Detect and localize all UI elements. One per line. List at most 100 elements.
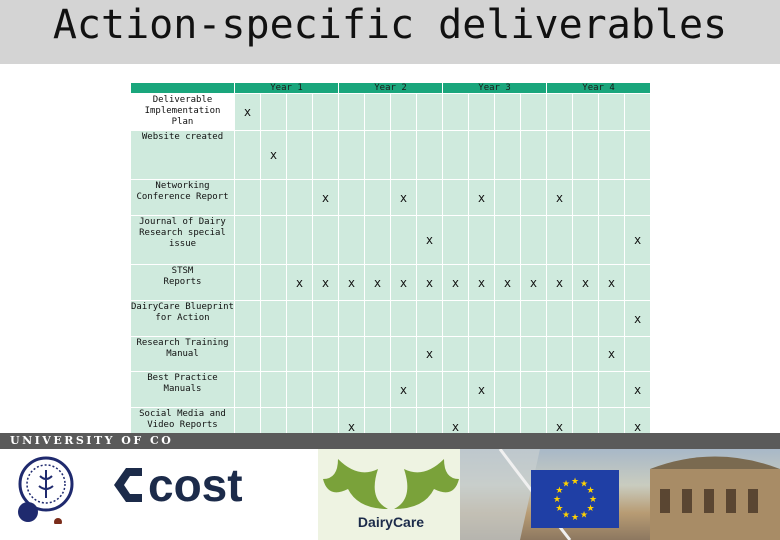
- schedule-cell: [311, 300, 340, 337]
- deliverable-label-line: Reports: [163, 277, 202, 287]
- eu-star-icon: ★: [589, 495, 597, 505]
- deliverable-label: Networking Conference Report: [130, 179, 235, 216]
- dairycare-logo-text: DairyCare: [358, 514, 424, 530]
- schedule-cell: [416, 93, 444, 131]
- table-row: Social Media and Video Reports x x x x: [130, 407, 652, 446]
- deliverable-label: DairyCare Blueprint for Action: [130, 300, 235, 337]
- schedule-cell: [338, 300, 366, 337]
- deliverable-label-line: Video Reports: [147, 420, 218, 430]
- eu-flag-logo: ★ ★ ★ ★ ★ ★ ★ ★ ★ ★ ★ ★: [531, 470, 619, 528]
- schedule-cell: [468, 336, 496, 372]
- schedule-cell: [338, 130, 366, 180]
- title-band: [0, 0, 780, 64]
- deliverable-mark: x: [451, 275, 460, 290]
- deliverable-mark: x: [425, 275, 434, 290]
- schedule-cell: [234, 300, 261, 337]
- deliverable-mark: x: [321, 275, 330, 290]
- schedule-cell: x: [598, 264, 626, 301]
- schedule-cell: [572, 215, 600, 265]
- schedule-cell: [364, 300, 392, 337]
- schedule-cell: [442, 179, 470, 216]
- schedule-cell: [598, 93, 626, 131]
- deliverable-label-line: Website created: [141, 132, 224, 142]
- schedule-cell: [338, 179, 366, 216]
- deliverable-mark: x: [529, 275, 538, 290]
- table-row: DairyCare Blueprint for Action x: [130, 300, 652, 337]
- schedule-cell: x: [546, 264, 574, 301]
- schedule-cell: [598, 300, 626, 337]
- schedule-cell: [260, 300, 287, 337]
- schedule-cell: [364, 130, 392, 180]
- schedule-cell: x: [520, 264, 548, 301]
- schedule-cell: [494, 130, 522, 180]
- deliverable-mark: x: [477, 190, 486, 205]
- deliverable-mark: x: [425, 233, 434, 247]
- deliverable-label: Deliverable Implementation Plan: [130, 93, 235, 131]
- deliverable-label-line: STSM: [171, 266, 194, 276]
- schedule-cell: [494, 215, 522, 265]
- schedule-cell: [416, 371, 444, 408]
- deliverable-mark: x: [581, 275, 590, 290]
- schedule-cell: [234, 130, 261, 180]
- deliverable-mark: x: [347, 419, 356, 434]
- deliverable-mark: x: [425, 347, 434, 361]
- eu-star-icon: ★: [587, 504, 595, 514]
- schedule-cell: [546, 93, 574, 131]
- eu-star-icon: ★: [555, 504, 563, 514]
- table-row: Website created x: [130, 130, 652, 180]
- schedule-cell: [520, 371, 548, 408]
- deliverable-mark: x: [633, 233, 642, 247]
- schedule-cell: [442, 93, 470, 131]
- schedule-cell: [234, 264, 261, 301]
- schedule-cell: [598, 371, 626, 408]
- deliverable-label-line: Manual: [166, 349, 199, 359]
- schedule-cell: [494, 179, 522, 216]
- schedule-cell: [311, 336, 340, 372]
- deliverable-mark: x: [451, 419, 460, 434]
- university-seal-logo: [18, 456, 74, 524]
- schedule-cell: [364, 336, 392, 372]
- schedule-cell: [286, 179, 313, 216]
- schedule-cell: [442, 371, 470, 408]
- deliverable-label-line: Implementation: [144, 106, 221, 116]
- deliverable-label-line: Networking: [155, 181, 210, 191]
- schedule-cell: [260, 371, 287, 408]
- deliverable-label-line: DairyCare Blueprint: [131, 302, 234, 312]
- deliverable-label-line: issue: [168, 239, 197, 249]
- eu-star-icon: ★: [562, 479, 570, 489]
- eu-star-icon: ★: [562, 511, 570, 521]
- deliverable-mark: x: [633, 382, 642, 397]
- deliverable-mark: x: [555, 275, 564, 290]
- schedule-cell: [364, 371, 392, 408]
- schedule-cell: [624, 179, 652, 216]
- schedule-cell: [260, 93, 287, 131]
- schedule-cell: [598, 179, 626, 216]
- schedule-cell: [494, 300, 522, 337]
- deliverable-mark: x: [607, 347, 616, 361]
- eu-star-icon: ★: [571, 513, 579, 523]
- schedule-cell: [546, 371, 574, 408]
- year-header: Year 4: [546, 82, 652, 94]
- schedule-cell: [494, 371, 522, 408]
- schedule-cell: [520, 93, 548, 131]
- deliverable-mark: x: [243, 105, 252, 119]
- schedule-cell: [572, 130, 600, 180]
- schedule-cell: [624, 336, 652, 372]
- schedule-cell: [286, 215, 313, 265]
- deliverable-label: Research Training Manual: [130, 336, 235, 372]
- schedule-cell: x: [468, 371, 496, 408]
- schedule-cell: [546, 300, 574, 337]
- schedule-cell: [338, 215, 366, 265]
- schedule-cell: [311, 215, 340, 265]
- schedule-cell: [390, 300, 418, 337]
- schedule-cell: [390, 336, 418, 372]
- year-header: Year 2: [338, 82, 444, 94]
- schedule-cell: x: [311, 264, 340, 301]
- schedule-cell: [364, 215, 392, 265]
- schedule-cell: [311, 93, 340, 131]
- schedule-cell: x: [416, 215, 444, 265]
- schedule-cell: [598, 130, 626, 180]
- schedule-cell: x: [572, 264, 600, 301]
- schedule-cell: [468, 300, 496, 337]
- schedule-cell: [260, 179, 287, 216]
